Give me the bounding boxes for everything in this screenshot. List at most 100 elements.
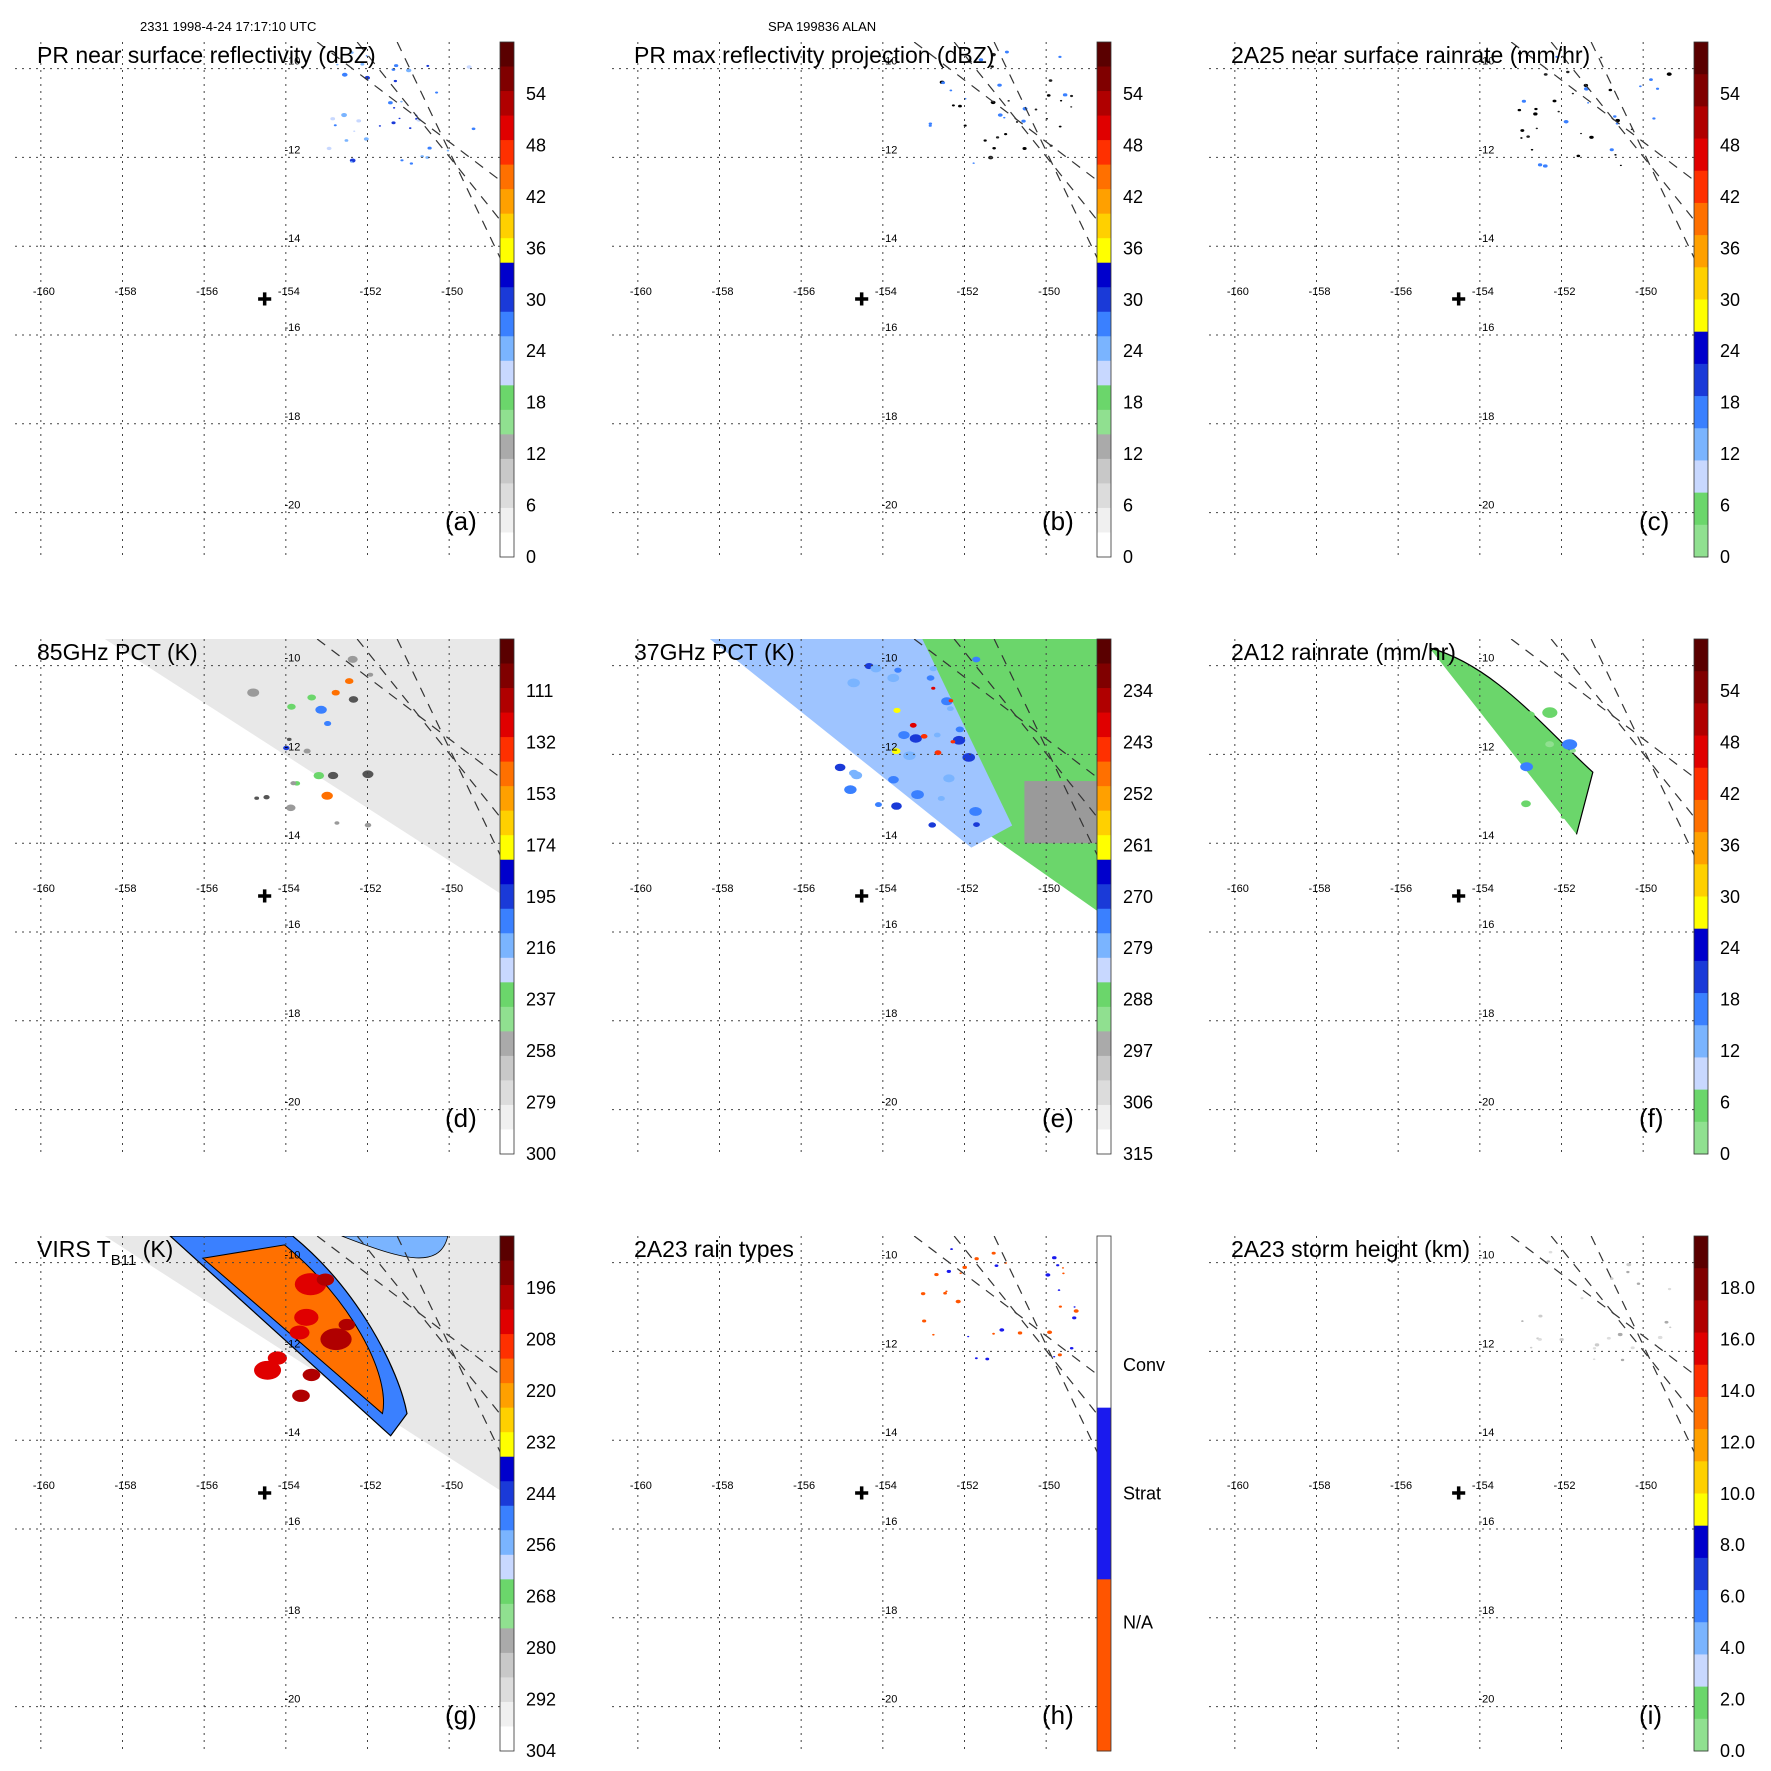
- colorbar-tick: 279: [1123, 938, 1153, 958]
- rain-cell: [1073, 1309, 1079, 1313]
- header-left: 2331 1998-4-24 17:17:10 UTC: [140, 19, 317, 34]
- rain-cell: [972, 162, 975, 164]
- rain-cell: [834, 763, 846, 772]
- rain-cell: [1560, 814, 1567, 819]
- lat-tick-label: -18: [1479, 1008, 1495, 1020]
- rain-cell: [362, 770, 374, 779]
- colorbar-border: [499, 1235, 515, 1752]
- rain-cell: [1520, 137, 1523, 139]
- rain-cell: [955, 726, 964, 733]
- colorbar-segment: [500, 1554, 514, 1580]
- rain-cell: [973, 822, 980, 827]
- rain-cell: [1535, 127, 1538, 130]
- rain-cell: [1543, 73, 1548, 76]
- rain-cell: [1048, 79, 1053, 82]
- colorbar-segment: [1097, 507, 1111, 533]
- plot-area-a: -160 -158 -156 -154 -152 -150 -10 -12 -14 -16 -18 -…: [15, 42, 505, 557]
- rain-cell: [307, 694, 317, 701]
- rain-cell: [1022, 147, 1027, 150]
- colorbar-tick: 30: [526, 290, 546, 310]
- map-content-a: [316, 42, 505, 269]
- lon-tick-label: -152: [360, 286, 382, 298]
- colorbar-tick: 14.0: [1720, 1381, 1755, 1401]
- lon-tick-label: -160: [630, 1480, 652, 1492]
- rain-cell: [1566, 70, 1570, 74]
- rain-cell: [1034, 108, 1038, 111]
- panel-label-i: (i): [1639, 1700, 1662, 1730]
- rain-cell: [350, 161, 353, 163]
- colorbar-tick: 24: [1720, 341, 1740, 361]
- rain-cell: [1636, 1282, 1641, 1285]
- colorbar-segment: [500, 213, 514, 239]
- rain-region: [1429, 647, 1594, 835]
- colorbar-segment: [1694, 993, 1708, 1026]
- rain-cell: [874, 802, 882, 808]
- lat-tick-label: -10: [1479, 1250, 1495, 1262]
- rain-cell: [1626, 1270, 1630, 1274]
- rain-cell: [1649, 78, 1653, 81]
- panel-label-e: (e): [1042, 1103, 1074, 1133]
- rain-cell: [1617, 1332, 1623, 1337]
- swath-edge-line: [356, 42, 505, 227]
- rain-cell: [949, 89, 953, 92]
- colorbar-tick: 0: [1720, 1144, 1730, 1164]
- title-h: 2A23 rain types: [634, 1236, 794, 1262]
- colorbar-segment: [1097, 287, 1111, 313]
- lat-tick-label: -16: [882, 322, 898, 334]
- rain-cell: [1609, 1277, 1614, 1280]
- colorbar-segment: [1097, 262, 1111, 288]
- rain-cell: [1552, 99, 1557, 103]
- rain-cell: [392, 107, 396, 109]
- colorbar-segment: [500, 810, 514, 836]
- colorbar-tick: 153: [526, 784, 556, 804]
- lon-tick-label: -156: [793, 1480, 815, 1492]
- colorbar-segment: [500, 1031, 514, 1057]
- colorbar-tick: 16.0: [1720, 1329, 1755, 1349]
- rain-cell: [315, 705, 327, 714]
- colorbar-border: [1096, 41, 1112, 558]
- map-content-b: [913, 42, 1102, 269]
- colorbar-segment: [500, 1006, 514, 1032]
- colorbar-segment: [500, 663, 514, 689]
- rain-cell: [1520, 129, 1525, 132]
- colorbar-segment: [500, 115, 514, 141]
- colorbar-segment: [500, 933, 514, 959]
- rain-cell: [1046, 94, 1051, 97]
- rain-cell: [933, 732, 941, 738]
- rain-cell: [1004, 50, 1009, 54]
- colorbar-segment: [1694, 1429, 1708, 1462]
- panel-label-a: (a): [445, 506, 477, 536]
- rain-cell: [1580, 132, 1583, 135]
- panel-label-g: (g): [445, 1700, 477, 1730]
- colorbar-tick: 12: [526, 444, 546, 464]
- colorbar-tick: 0: [1720, 547, 1730, 567]
- colorbar-border: [1693, 638, 1709, 1155]
- map-content-h: [913, 1236, 1102, 1463]
- colorbar-segment: [500, 688, 514, 714]
- rain-cell: [926, 675, 935, 681]
- colorbar-segment: [500, 1628, 514, 1654]
- rain-cell: [1526, 135, 1530, 138]
- colorbar-segment: [1097, 810, 1111, 836]
- lat-tick-label: -20: [1479, 1694, 1495, 1706]
- rain-cell: [991, 52, 996, 57]
- rain-cell: [1557, 110, 1560, 113]
- colorbar-tick: 315: [1123, 1144, 1153, 1164]
- rain-cell: [958, 104, 962, 108]
- swath-edge-line: [953, 639, 1102, 824]
- panel-a: -160 -158 -156 -154 -152 -150 -10 -12 -14 -16 -18 -…: [15, 41, 546, 567]
- colorbar-tick: 12: [1123, 444, 1143, 464]
- rain-cell: [1538, 1314, 1543, 1318]
- rain-cell: [1017, 1331, 1023, 1335]
- lat-tick-label: -20: [1479, 1097, 1495, 1109]
- plot-area-b: -160 -158 -156 -154 -152 -150 -10 -12 -14 -16 -18 -…: [612, 42, 1102, 557]
- lon-tick-label: -160: [33, 286, 55, 298]
- lat-tick-label: -16: [882, 919, 898, 931]
- lon-tick-label: -158: [1309, 286, 1331, 298]
- rain-cell: [1053, 1355, 1056, 1358]
- colorbar-segment: [1694, 1686, 1708, 1720]
- panel-i: -160 -158 -156 -154 -152 -150 -10 -12 -14 -16 -18 -…: [1209, 1235, 1755, 1761]
- panel-h: -160 -158 -156 -154 -152 -150 -10 -12 -14 -16 -18 -…: [612, 1235, 1165, 1752]
- colorbar-segment: [1097, 140, 1111, 166]
- colorbar-tick: 54: [1720, 84, 1740, 104]
